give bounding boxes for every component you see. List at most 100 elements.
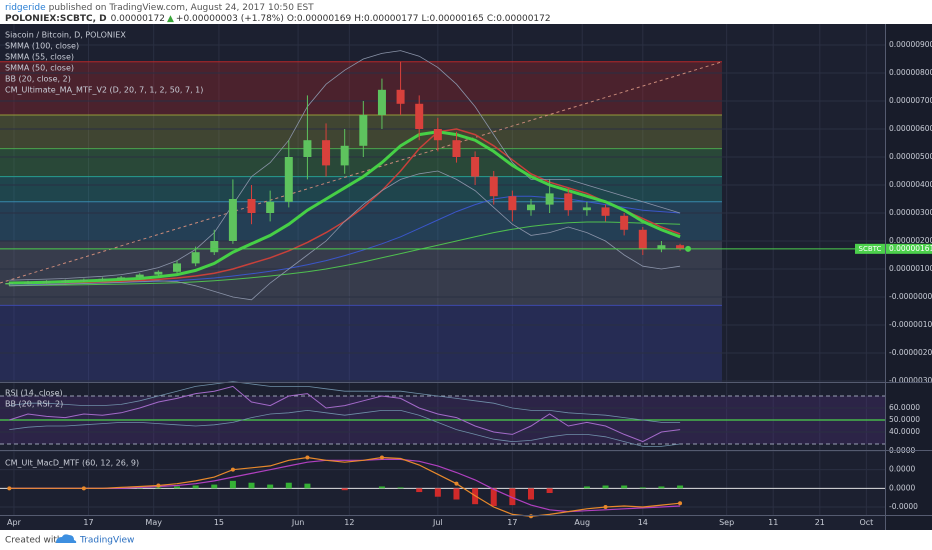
y-tick-label: -0.00000300 [889, 376, 932, 385]
price-tag-box [886, 243, 932, 254]
candle-body [601, 207, 610, 216]
y-tick-label: 0.00000600 [889, 124, 932, 133]
macd-dot [156, 483, 161, 488]
candle-body [396, 89, 405, 104]
x-tick-label: 11 [768, 518, 778, 527]
legend-label: Siacoin / Bitcoin, D, POLONIEX [5, 31, 126, 40]
histogram-bar [155, 487, 162, 489]
open: O:0.00000169 [287, 14, 352, 24]
last-price-dot [685, 245, 692, 252]
price-axis [885, 24, 932, 530]
candle-body [657, 245, 666, 250]
y-tick-label: 0.00000200 [889, 236, 932, 245]
macd-dot [305, 455, 310, 460]
y-tick-label: 0.00000700 [889, 96, 932, 105]
legend-label: BB (20, close, 2) [5, 75, 71, 84]
y-tick-label: 50.0000 [889, 415, 920, 424]
legend-label: SMMA (55, close) [5, 53, 74, 62]
histogram-bar [677, 485, 684, 489]
logo [56, 534, 77, 543]
legend-label: CM_Ultimate_MA_MTF_V2 (D, 20, 7, 1, 2, 5… [5, 86, 203, 95]
histogram-bar [248, 482, 255, 489]
legend-label: BB (20, RSI, 2) [5, 400, 63, 409]
up-arrow: ▲ [167, 14, 174, 24]
rsi-line [9, 385, 681, 443]
histogram-bar [583, 486, 590, 489]
footer-bar [0, 530, 932, 550]
x-tick-label: Aug [574, 518, 590, 527]
macd-dot [230, 467, 235, 472]
x-tick-label: 21 [815, 518, 825, 527]
y-tick-label: 0.00000500 [889, 152, 932, 161]
y-tick-label: 0.00000100 [889, 264, 932, 273]
y-tick-label: 0.00000300 [889, 208, 932, 217]
candle-body [489, 176, 498, 197]
legend-label: CM_Ult_MacD_MTF (60, 12, 26, 9) [5, 459, 139, 468]
candle-body [23, 282, 32, 284]
candle-body [508, 196, 517, 211]
y-tick-label: -0.0000000 [889, 292, 932, 301]
y-tick-label: -0.00000100 [889, 320, 932, 329]
y-tick-label: -0.00000200 [889, 348, 932, 357]
y-tick-label: 60.0000 [889, 403, 920, 412]
candle-body [98, 278, 107, 280]
y-tick-label: 0.00000800 [889, 68, 932, 77]
candle-body [210, 240, 219, 253]
x-tick-label: Jun [291, 518, 305, 527]
y-tick-label: 0.00000400 [889, 180, 932, 189]
histogram-bar [509, 488, 516, 506]
histogram-bar [211, 484, 218, 489]
histogram-bar [285, 482, 292, 489]
macd-dot [678, 501, 683, 506]
candle-body [191, 252, 200, 264]
fib-band [0, 61, 722, 115]
histogram-bar [528, 488, 534, 500]
candle-body [284, 156, 293, 202]
bb-upper [9, 50, 681, 281]
macd-dot [529, 514, 533, 519]
y-tick-label: -0.0000 [889, 502, 918, 511]
candle-body [117, 277, 126, 279]
bb-upper [9, 381, 681, 423]
candle-body [452, 140, 461, 157]
histogram-bar [304, 483, 311, 489]
legend-label: SMMA (100, close) [5, 42, 79, 51]
change: +0.00000003 (+1.78%) [176, 14, 284, 24]
candle-body [582, 207, 591, 211]
candle-body [247, 198, 256, 213]
x-tick-label: 14 [638, 518, 648, 527]
histogram-bar [546, 488, 553, 493]
legend-label: SMMA (50, close) [5, 64, 74, 73]
candle-body [173, 263, 181, 272]
y-tick-label: 0.0000 [889, 483, 915, 492]
histogram-bar [621, 485, 628, 489]
x-tick-label: Apr [7, 518, 22, 527]
fib-band [0, 305, 722, 382]
candle-body [61, 280, 70, 282]
fib-band [0, 240, 722, 306]
histogram-bar [416, 488, 423, 493]
ma-line [9, 221, 681, 287]
histogram-bar [229, 480, 236, 489]
y-tick-label: 0.0000 [889, 465, 915, 474]
macd-dot [81, 486, 86, 491]
y-tick-label: 40.0000 [889, 427, 920, 436]
histogram-bar [434, 488, 441, 497]
macd-dot [603, 504, 608, 509]
bb-lower [9, 170, 681, 301]
price-tag: 0.00000161 [889, 244, 932, 253]
x-tick-label: 17 [83, 518, 93, 527]
candle-body [340, 145, 349, 166]
macd-line [9, 456, 681, 517]
candle-body [5, 282, 14, 285]
candle-body [266, 201, 275, 213]
macd-dot [379, 455, 384, 460]
histogram-bar [192, 485, 199, 489]
histogram-bar [397, 487, 404, 489]
candle-body [154, 271, 163, 275]
fib-band [0, 176, 722, 202]
header-line-2: POLONIEX:SCBTC, D 0.00000172 ▲ +0.00000003 … [5, 14, 551, 24]
fib-band [0, 201, 722, 241]
x-tick-label: Jul [432, 518, 443, 527]
fib-band [0, 148, 722, 177]
